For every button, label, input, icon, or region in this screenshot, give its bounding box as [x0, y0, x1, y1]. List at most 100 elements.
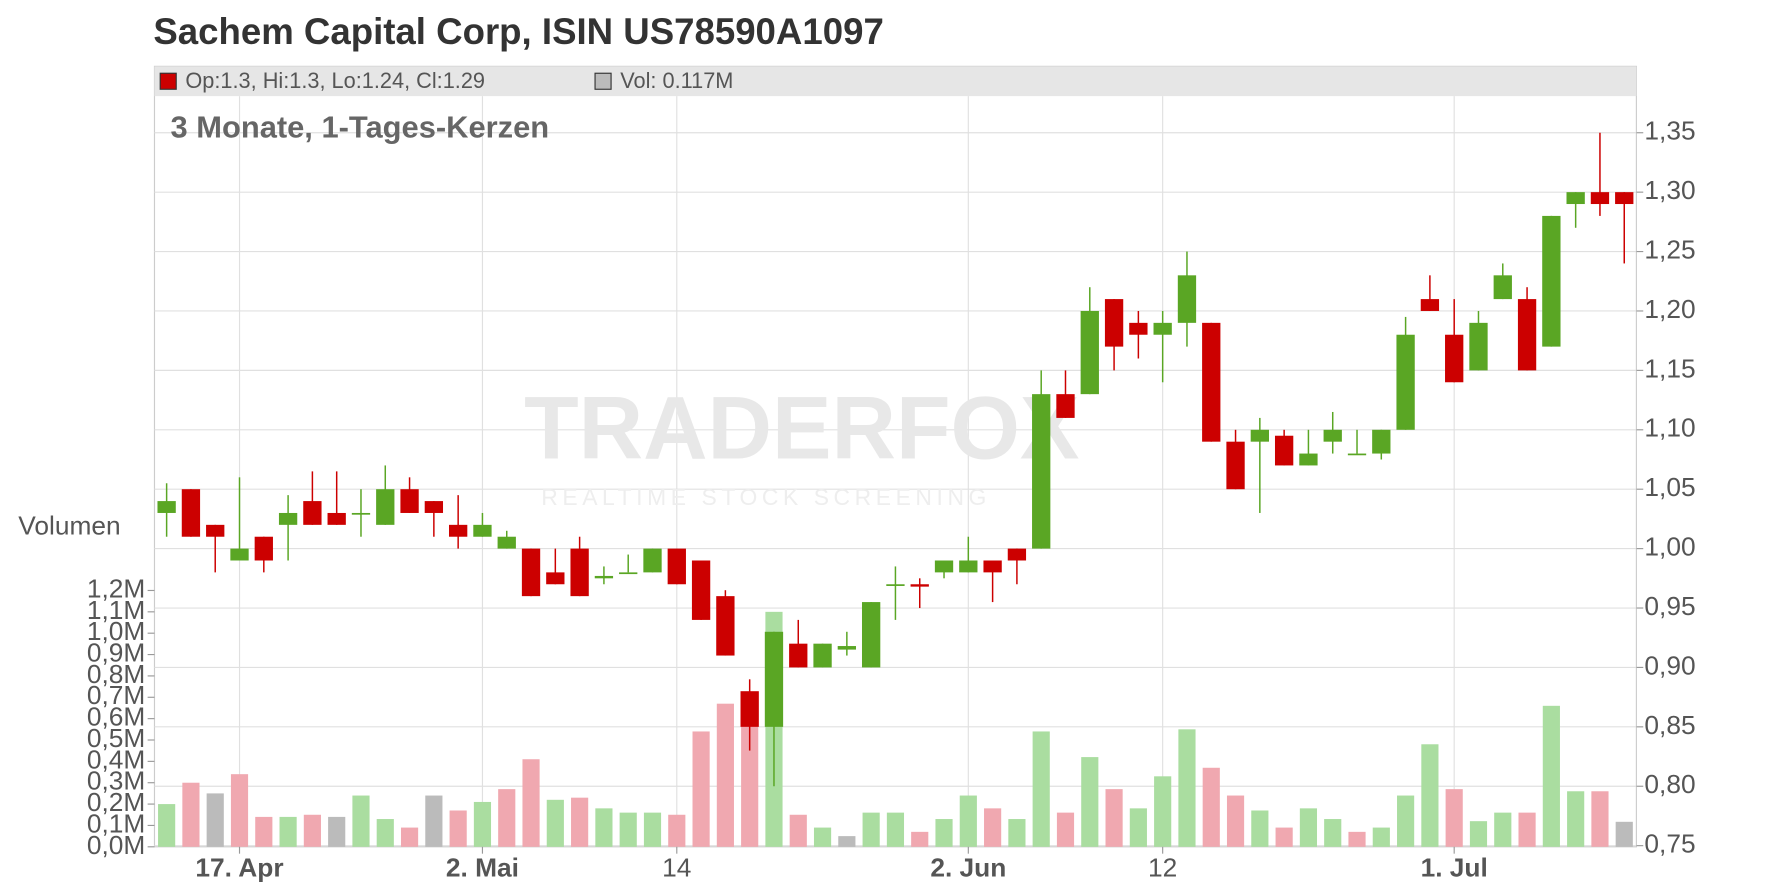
- candle-body: [230, 548, 249, 561]
- volume-bar: [303, 814, 321, 847]
- volume-bar: [886, 812, 905, 847]
- candle-body: [278, 512, 298, 525]
- candle-body: [1153, 322, 1172, 335]
- volume-bar: [522, 759, 540, 847]
- y-tick-label: 0,95: [1644, 591, 1695, 621]
- volume-bar: [328, 816, 346, 847]
- y-tick-label: 0,75: [1644, 829, 1695, 859]
- volume-tick-label: 1,0M: [87, 616, 145, 646]
- candle-body: [570, 548, 589, 597]
- volume-bar: [1494, 812, 1512, 847]
- volume-bar: [1008, 819, 1026, 847]
- candle-body: [1104, 299, 1124, 347]
- volume-bar: [473, 801, 492, 847]
- volume-bar: [1542, 705, 1560, 847]
- candle-body: [400, 489, 419, 513]
- volume-bar: [862, 812, 880, 847]
- candle-body: [1615, 192, 1634, 205]
- candle-body: [1056, 394, 1075, 418]
- candle-body: [1129, 322, 1148, 335]
- candle-body: [376, 489, 395, 525]
- volume-bar: [1591, 791, 1609, 847]
- candle-body: [1032, 394, 1051, 549]
- candle-body: [1396, 334, 1415, 430]
- candle-body: [1469, 322, 1488, 371]
- volume-tick-label: 0,0M: [87, 830, 145, 860]
- volume-tick-label: 0,5M: [87, 723, 145, 753]
- x-tick-label: 17. Apr: [195, 853, 283, 883]
- volume-bar: [935, 819, 953, 847]
- candle-body: [886, 584, 905, 586]
- candle-body: [1299, 453, 1318, 466]
- volume-tick-label: 0,9M: [87, 638, 145, 668]
- volume-bar: [984, 808, 1002, 847]
- volume-bar: [789, 814, 807, 847]
- candle-body: [1226, 441, 1245, 490]
- candle-body: [1274, 435, 1294, 466]
- volume-bar: [1445, 789, 1463, 847]
- candle-body: [716, 596, 735, 656]
- candle-body: [740, 691, 759, 727]
- volume-bar: [838, 836, 856, 847]
- candle-body: [667, 548, 686, 585]
- volume-bar: [1421, 744, 1439, 847]
- y-tick-label: 1,30: [1644, 175, 1695, 205]
- legend-price: Op:1.3, Hi:1.3, Lo:1.24, Cl:1.29: [185, 68, 485, 93]
- candle-body: [521, 548, 541, 597]
- candles: [157, 132, 1634, 787]
- y-tick-label: 0,85: [1644, 710, 1695, 740]
- volume-bar: [1397, 795, 1415, 847]
- candle-body: [1080, 310, 1099, 395]
- candle-body: [327, 512, 346, 525]
- candle-body: [351, 512, 371, 515]
- legend-swatch: [594, 72, 612, 90]
- volume-bar: [376, 819, 394, 847]
- candle-body: [764, 631, 784, 727]
- y-tick-label: 1,05: [1644, 472, 1695, 502]
- candle-body: [424, 501, 444, 513]
- legend-swatch: [159, 72, 177, 90]
- plot-frame: [153, 65, 1637, 848]
- candle-body: [934, 560, 954, 573]
- candle-body: [1566, 192, 1585, 205]
- volume-bar: [1299, 808, 1318, 847]
- volume-bar: [498, 789, 516, 847]
- y-tick-label: 0,90: [1644, 650, 1695, 680]
- volume-bar: [959, 795, 977, 847]
- candle-body: [619, 572, 638, 575]
- candle-body: [691, 560, 711, 620]
- volume-bar: [1615, 821, 1633, 847]
- candle-body: [643, 548, 662, 573]
- volume-bar: [1518, 812, 1536, 847]
- volume-bar: [279, 816, 297, 847]
- volume-bar: [1081, 757, 1099, 847]
- watermark-brand: TRADERFOX: [524, 377, 1079, 477]
- candle-body: [1445, 334, 1464, 383]
- volume-bar: [1469, 821, 1488, 847]
- volume-bar: [668, 814, 686, 847]
- volume-bar: [182, 782, 200, 847]
- candle-body: [1007, 548, 1027, 561]
- candle-body: [1493, 275, 1512, 300]
- volume-bar: [595, 808, 613, 847]
- header-bar: [154, 66, 1637, 97]
- volume-bar: [206, 793, 224, 847]
- candle-body: [789, 643, 808, 668]
- candle-body: [1542, 215, 1561, 347]
- volume-bar: [741, 714, 759, 847]
- watermark-tagline: REALTIME STOCK SCREENING: [541, 484, 991, 510]
- candle-body: [448, 524, 468, 537]
- candle-body: [813, 643, 832, 668]
- y-tick-label: 1,00: [1644, 532, 1695, 562]
- candle-body: [473, 524, 492, 537]
- volume-axis-label: Volumen: [18, 510, 120, 540]
- volume-bar: [1372, 827, 1390, 847]
- volume-bar: [352, 795, 370, 847]
- candle-body: [157, 501, 176, 513]
- candle-body: [594, 575, 614, 579]
- volume-bar: [1324, 819, 1342, 847]
- candle-body: [303, 501, 322, 525]
- candle-body: [1250, 429, 1269, 442]
